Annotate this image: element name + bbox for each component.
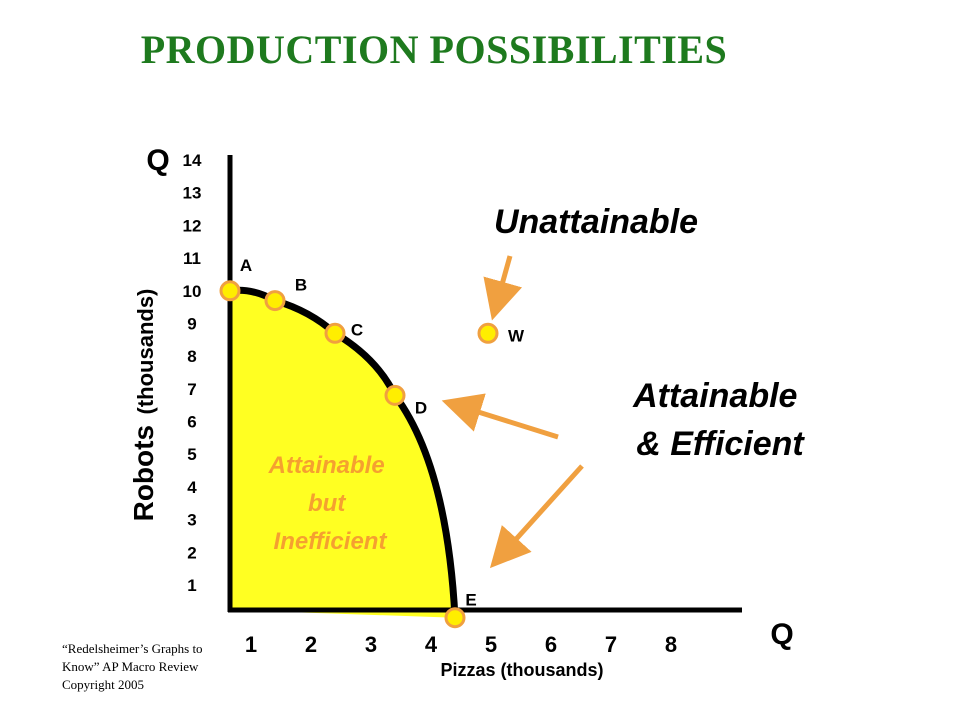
y-axis-label: Robots (thousands): [128, 289, 159, 522]
attainable-region: [230, 290, 455, 618]
arrow-to-d: [441, 393, 559, 440]
y-tick-label: 10: [183, 282, 202, 301]
y-tick-label: 11: [183, 249, 201, 268]
point-label: B: [295, 276, 307, 295]
credit-line-1: “Redelsheimer’s Graphs to: [62, 641, 203, 656]
y-tick-labels: 14 13 12 11 10 9 8 7 6 5 4 3 2 1: [183, 151, 202, 595]
point-label: A: [240, 256, 252, 275]
y-tick-label: 5: [187, 445, 196, 464]
x-tick-label: 5: [485, 632, 497, 657]
y-tick-label: 9: [187, 314, 196, 333]
ppf-points: A B C D E W: [219, 256, 525, 629]
credit-line-2: Know” AP Macro Review: [62, 659, 199, 674]
x-tick-label: 7: [605, 632, 617, 657]
ppf-point-e: [444, 607, 466, 629]
y-axis-symbol: Q: [146, 144, 169, 177]
efficient-label-line-1: Attainable: [632, 377, 797, 415]
y-tick-label: 1: [187, 576, 196, 595]
y-axis-label-unit: (thousands): [133, 289, 158, 415]
x-tick-label: 3: [365, 632, 377, 657]
arrow-to-e: [489, 464, 584, 569]
y-tick-label: 3: [187, 511, 196, 530]
page-title: PRODUCTION POSSIBILITIES: [140, 27, 728, 72]
point-label: E: [465, 591, 476, 610]
y-tick-label: 2: [187, 543, 196, 562]
y-tick-label: 12: [183, 216, 202, 235]
ppf-point-c: [324, 322, 346, 344]
x-tick-label: 6: [545, 632, 557, 657]
y-tick-label: 7: [187, 380, 196, 399]
point-w: [477, 322, 499, 344]
x-tick-label: 2: [305, 632, 317, 657]
x-axis-symbol: Q: [770, 618, 793, 651]
x-tick-label: 1: [245, 632, 257, 657]
ppf-point-b: [264, 290, 286, 312]
y-tick-label: 4: [187, 478, 197, 497]
arrow-to-w: [483, 255, 523, 321]
y-tick-label: 6: [187, 413, 196, 432]
x-tick-labels: 1 2 3 4 5 6 7 8: [245, 632, 677, 657]
inside-label-line-2: but: [308, 490, 346, 517]
y-tick-label: 13: [183, 184, 202, 203]
y-tick-label: 8: [187, 347, 196, 366]
inside-label-line-3: Inefficient: [274, 528, 388, 555]
unattainable-label: Unattainable: [494, 203, 698, 241]
efficient-label: Attainable & Efficient: [632, 377, 807, 463]
point-label: W: [508, 326, 525, 345]
x-axis-label: Pizzas (thousands): [440, 660, 603, 680]
x-tick-label: 4: [425, 632, 438, 657]
credit-line-3: Copyright 2005: [62, 677, 144, 692]
ppf-point-d: [384, 384, 406, 406]
ppf-point-a: [219, 280, 241, 302]
point-label: D: [415, 398, 427, 417]
inside-region-label: Attainable but Inefficient: [268, 452, 392, 555]
inside-label-line-1: Attainable: [268, 452, 385, 479]
x-tick-label: 8: [665, 632, 677, 657]
y-axis-label-main: Robots: [128, 425, 159, 521]
credit-note: “Redelsheimer’s Graphs to Know” AP Macro…: [62, 640, 242, 694]
efficient-label-line-2: & Efficient: [636, 425, 805, 463]
y-tick-label: 14: [183, 151, 202, 170]
point-label: C: [351, 320, 363, 339]
